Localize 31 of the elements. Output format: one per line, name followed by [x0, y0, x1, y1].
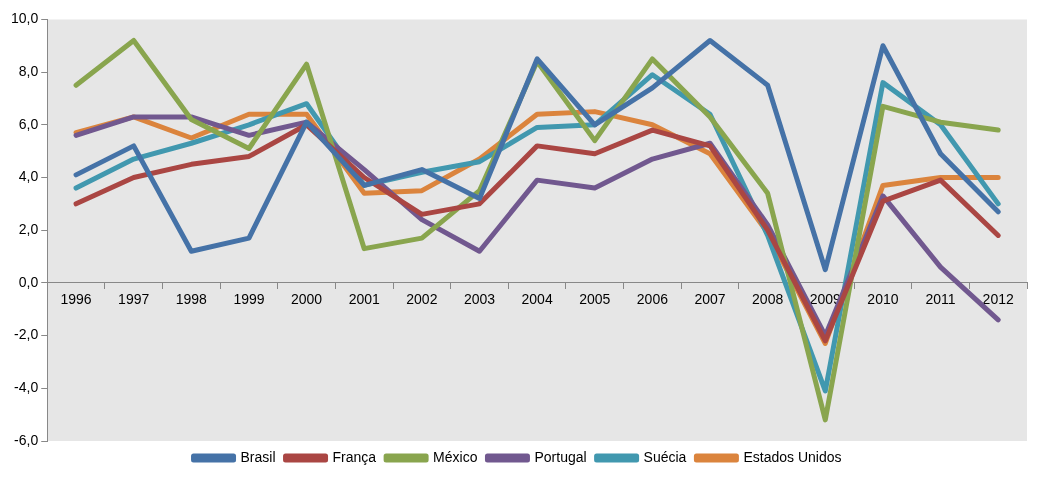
- y-tick-label: 8,0: [18, 62, 39, 79]
- y-tick-label: 0,0: [18, 273, 39, 290]
- y-tick-label: 4,0: [18, 168, 39, 185]
- y-tick-label: 6,0: [18, 115, 39, 132]
- legend-label: França: [332, 448, 377, 465]
- x-tick-label: 2007: [694, 291, 726, 308]
- x-tick-label: 2004: [521, 291, 553, 308]
- x-tick-label: 1996: [60, 291, 92, 308]
- legend-label: Suécia: [643, 448, 687, 465]
- legend-label: Portugal: [534, 448, 587, 465]
- x-tick-label: 2010: [867, 291, 899, 308]
- x-tick-label: 2005: [579, 291, 611, 308]
- x-tick-label: 1997: [118, 291, 150, 308]
- x-tick-label: 2003: [463, 291, 496, 308]
- y-tick-label: -4,0: [14, 379, 39, 396]
- x-tick-label: 1998: [175, 291, 208, 308]
- x-tick-label: 2012: [982, 291, 1014, 308]
- x-tick-label: 2002: [406, 291, 438, 308]
- x-tick-label: 2008: [752, 291, 784, 308]
- x-tick-label: 2006: [636, 291, 669, 308]
- x-tick-label: 2000: [291, 291, 323, 308]
- y-tick-label: 10,0: [11, 10, 39, 27]
- x-tick-label: 1999: [233, 291, 265, 308]
- x-tick-label: 2001: [348, 291, 381, 308]
- y-tick-label: -6,0: [14, 431, 39, 448]
- y-tick-label: -2,0: [14, 326, 39, 343]
- legend-label: Estados Unidos: [743, 448, 842, 465]
- y-tick-label: 2,0: [18, 221, 39, 238]
- legend-label: Brasil: [240, 448, 276, 465]
- x-tick-label: 2011: [925, 291, 956, 308]
- legend-label: México: [433, 448, 478, 465]
